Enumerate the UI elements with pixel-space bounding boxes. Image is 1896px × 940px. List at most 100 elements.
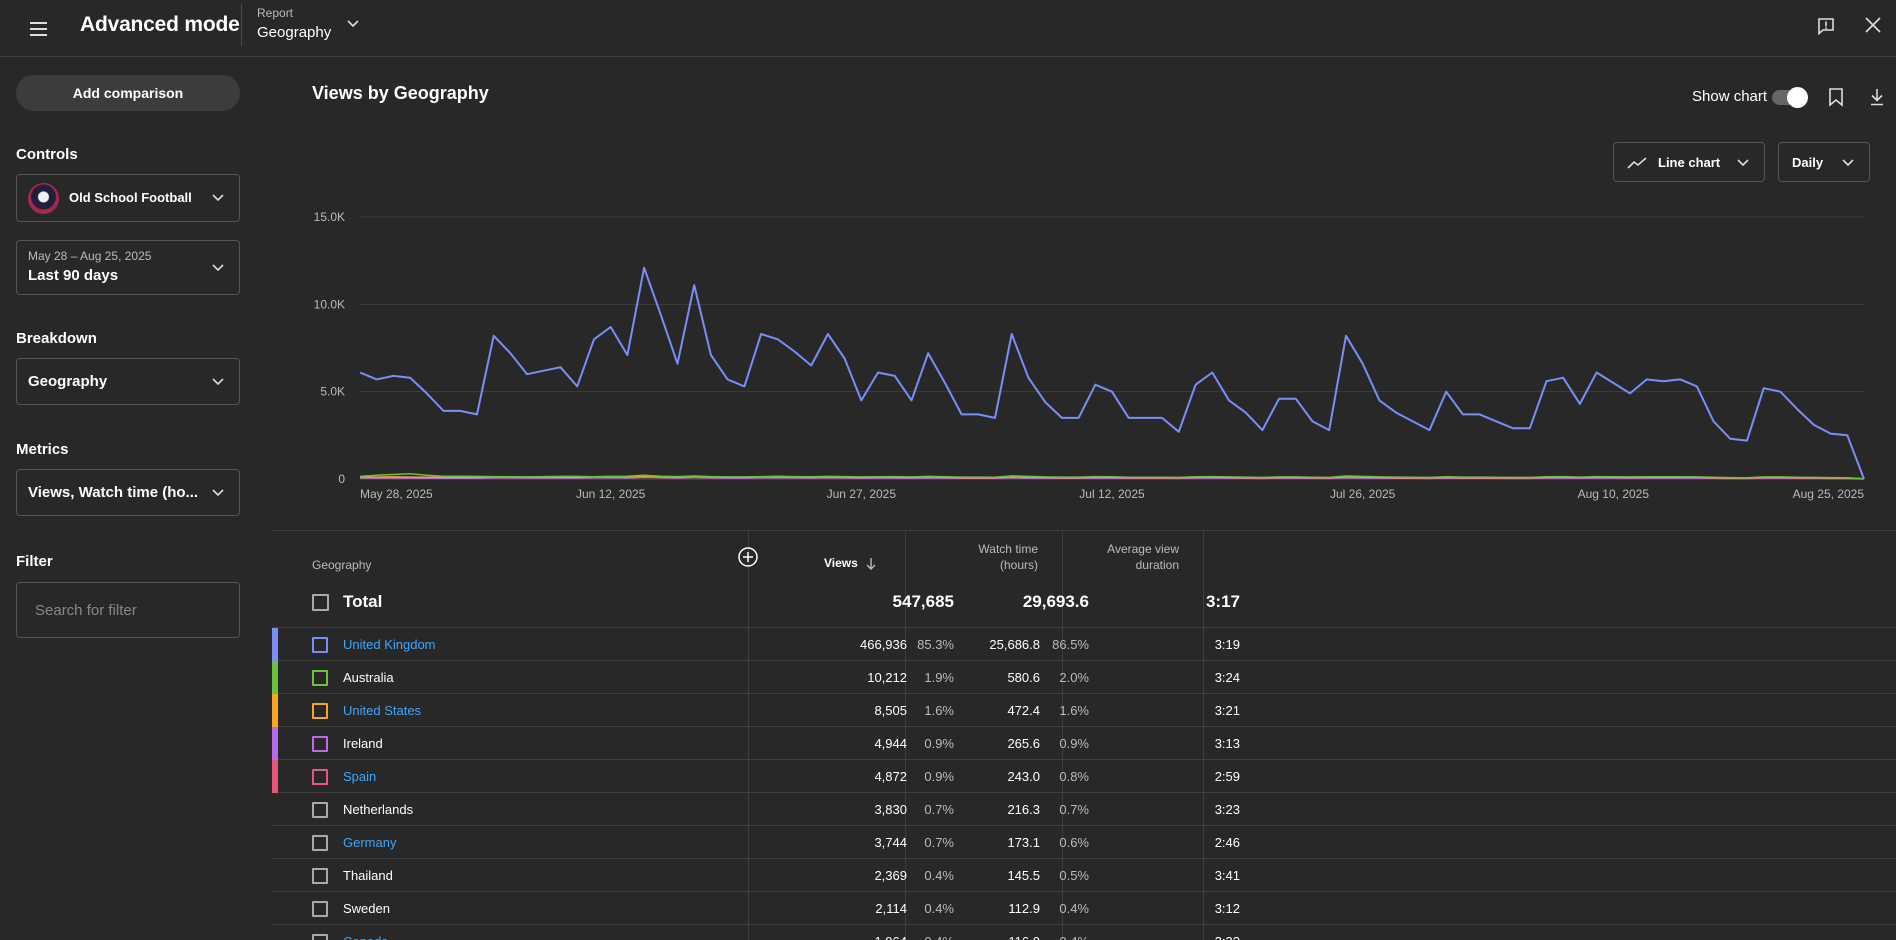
close-icon[interactable] — [1864, 16, 1882, 34]
table-top-border — [272, 530, 1896, 531]
row-checkbox[interactable] — [312, 934, 328, 940]
total-label: Total — [343, 592, 383, 611]
watch-time-value: 116.0 — [962, 934, 1040, 940]
watch-time-value: 243.0 — [1007, 769, 1040, 784]
total-views: 547,685 — [892, 592, 954, 611]
geography-name[interactable]: United States — [343, 703, 422, 718]
series-color-bar — [272, 661, 278, 694]
series-color-bar — [272, 727, 278, 760]
row-checkbox[interactable] — [312, 637, 328, 653]
header-views[interactable]: Views — [824, 556, 858, 570]
chart-type-selector[interactable]: Line chart — [1613, 142, 1765, 182]
views-value: 8,505 — [874, 703, 907, 718]
row-checkbox[interactable] — [312, 901, 328, 917]
watch-time-value: 580.6 — [1007, 670, 1040, 685]
chevron-down-icon[interactable] — [346, 17, 360, 31]
table-row: United Kingdom 466,936 85.3% 25,686.8 86.5% 3… — [272, 628, 1896, 661]
views-value: 1,964 — [832, 934, 907, 940]
row-checkbox[interactable] — [312, 868, 328, 884]
views-percent: 0.4% — [924, 868, 954, 883]
geography-name[interactable]: United Kingdom — [343, 637, 436, 652]
watch-time-percent: 0.8% — [1059, 769, 1089, 784]
show-chart-toggle[interactable] — [1772, 87, 1808, 108]
series-color-bar — [272, 760, 278, 793]
avg-view-duration-value: 3:24 — [1214, 670, 1240, 685]
hamburger-menu-icon[interactable] — [24, 14, 52, 42]
x-tick-label: Jul 12, 2025 — [1079, 487, 1145, 501]
geography-name: Australia — [343, 670, 394, 685]
geography-name: Sweden — [343, 901, 390, 916]
geography-name[interactable]: Spain — [343, 769, 377, 784]
table-row: Canada1,9640.4%116.00.4%3:32 — [272, 925, 1896, 940]
x-tick-label: Jul 26, 2025 — [1330, 487, 1396, 501]
chevron-down-icon — [1737, 159, 1749, 167]
views-value: 4,872 — [874, 769, 907, 784]
watch-time-percent: 0.6% — [1059, 835, 1089, 850]
watch-time-percent: 0.5% — [1059, 868, 1089, 883]
channel-name: Old School Football — [69, 190, 192, 205]
watch-time-value: 25,686.8 — [989, 637, 1040, 652]
geography-name: Ireland — [343, 736, 383, 751]
x-tick-label: May 28, 2025 — [360, 487, 433, 501]
table-row: Sweden 2,114 0.4% 112.9 0.4% 3:12 — [272, 892, 1896, 925]
column-divider — [1203, 530, 1204, 940]
watch-time-value: 173.1 — [1007, 835, 1040, 850]
x-tick-label: Jun 27, 2025 — [827, 487, 897, 501]
download-icon[interactable] — [1869, 88, 1885, 106]
avg-view-duration-value: 2:59 — [1214, 769, 1240, 784]
avg-view-duration-value: 3:19 — [1214, 637, 1240, 652]
top-bar: Advanced mode Report Geography — [0, 0, 1896, 57]
column-divider — [1062, 530, 1063, 940]
breakdown-title: Breakdown — [16, 330, 97, 347]
avg-view-duration-value: 3:23 — [1214, 802, 1240, 817]
feedback-icon[interactable] — [1816, 16, 1836, 36]
table-row: Netherlands 3,830 0.7% 216.3 0.7% 3:23 — [272, 793, 1896, 826]
views-value: 2,369 — [874, 868, 907, 883]
row-checkbox[interactable] — [312, 736, 328, 752]
metrics-selector[interactable]: Views, Watch time (ho... — [16, 469, 240, 516]
row-checkbox[interactable] — [312, 670, 328, 686]
date-range-selector[interactable]: May 28 – Aug 25, 2025 Last 90 days — [16, 240, 240, 295]
avg-view-duration-value: 3:13 — [1214, 736, 1240, 751]
row-checkbox[interactable] — [312, 769, 328, 785]
watch-time-percent: 1.6% — [1059, 703, 1089, 718]
channel-avatar — [28, 183, 59, 214]
geography-name[interactable]: Canada — [343, 934, 389, 940]
channel-selector[interactable]: Old School Football — [16, 174, 240, 222]
sidebar: Add comparison Controls Old School Footb… — [0, 57, 256, 940]
report-selector-value[interactable]: Geography — [257, 24, 332, 41]
series-line — [359, 473, 1865, 480]
avg-view-duration-value: 3:12 — [1214, 901, 1240, 916]
bookmark-icon[interactable] — [1828, 87, 1844, 107]
filter-search-input[interactable] — [16, 582, 240, 638]
header-watch-time[interactable]: Watch time (hours) — [960, 541, 1038, 573]
views-line-chart: 0 5.0K 10.0K 15.0K May 28, 2025 Jun 12, 2025 J… — [314, 210, 1865, 501]
sort-down-icon[interactable] — [865, 557, 877, 571]
views-percent: 0.4% — [910, 934, 954, 940]
add-comparison-button[interactable]: Add comparison — [16, 75, 240, 111]
row-checkbox[interactable] — [312, 802, 328, 818]
geography-name[interactable]: Germany — [343, 835, 397, 850]
total-checkbox[interactable] — [312, 594, 329, 611]
views-percent: 0.7% — [924, 835, 954, 850]
add-column-icon[interactable] — [737, 546, 759, 568]
period-selector[interactable]: Daily — [1778, 142, 1870, 182]
header-avg-view-duration[interactable]: Average view duration — [1090, 541, 1179, 573]
views-percent: 0.4% — [924, 901, 954, 916]
chevron-down-icon — [212, 194, 224, 202]
y-tick-label: 5.0K — [320, 385, 345, 399]
row-checkbox[interactable] — [312, 835, 328, 851]
breakdown-selector[interactable]: Geography — [16, 358, 240, 405]
chevron-down-icon — [1842, 159, 1854, 167]
views-percent: 0.9% — [924, 736, 954, 751]
date-range-text: May 28 – Aug 25, 2025 — [28, 249, 152, 263]
views-value: 10,212 — [867, 670, 907, 685]
row-checkbox[interactable] — [312, 703, 328, 719]
total-watch-time: 29,693.6 — [1022, 592, 1089, 611]
watch-time-value: 265.6 — [1007, 736, 1040, 751]
header-avd-line2: duration — [1135, 558, 1179, 572]
views-percent: 1.9% — [924, 670, 954, 685]
x-tick-label: Aug 10, 2025 — [1578, 487, 1650, 501]
geography-name: Thailand — [343, 868, 393, 883]
header-geography[interactable]: Geography — [312, 558, 372, 572]
